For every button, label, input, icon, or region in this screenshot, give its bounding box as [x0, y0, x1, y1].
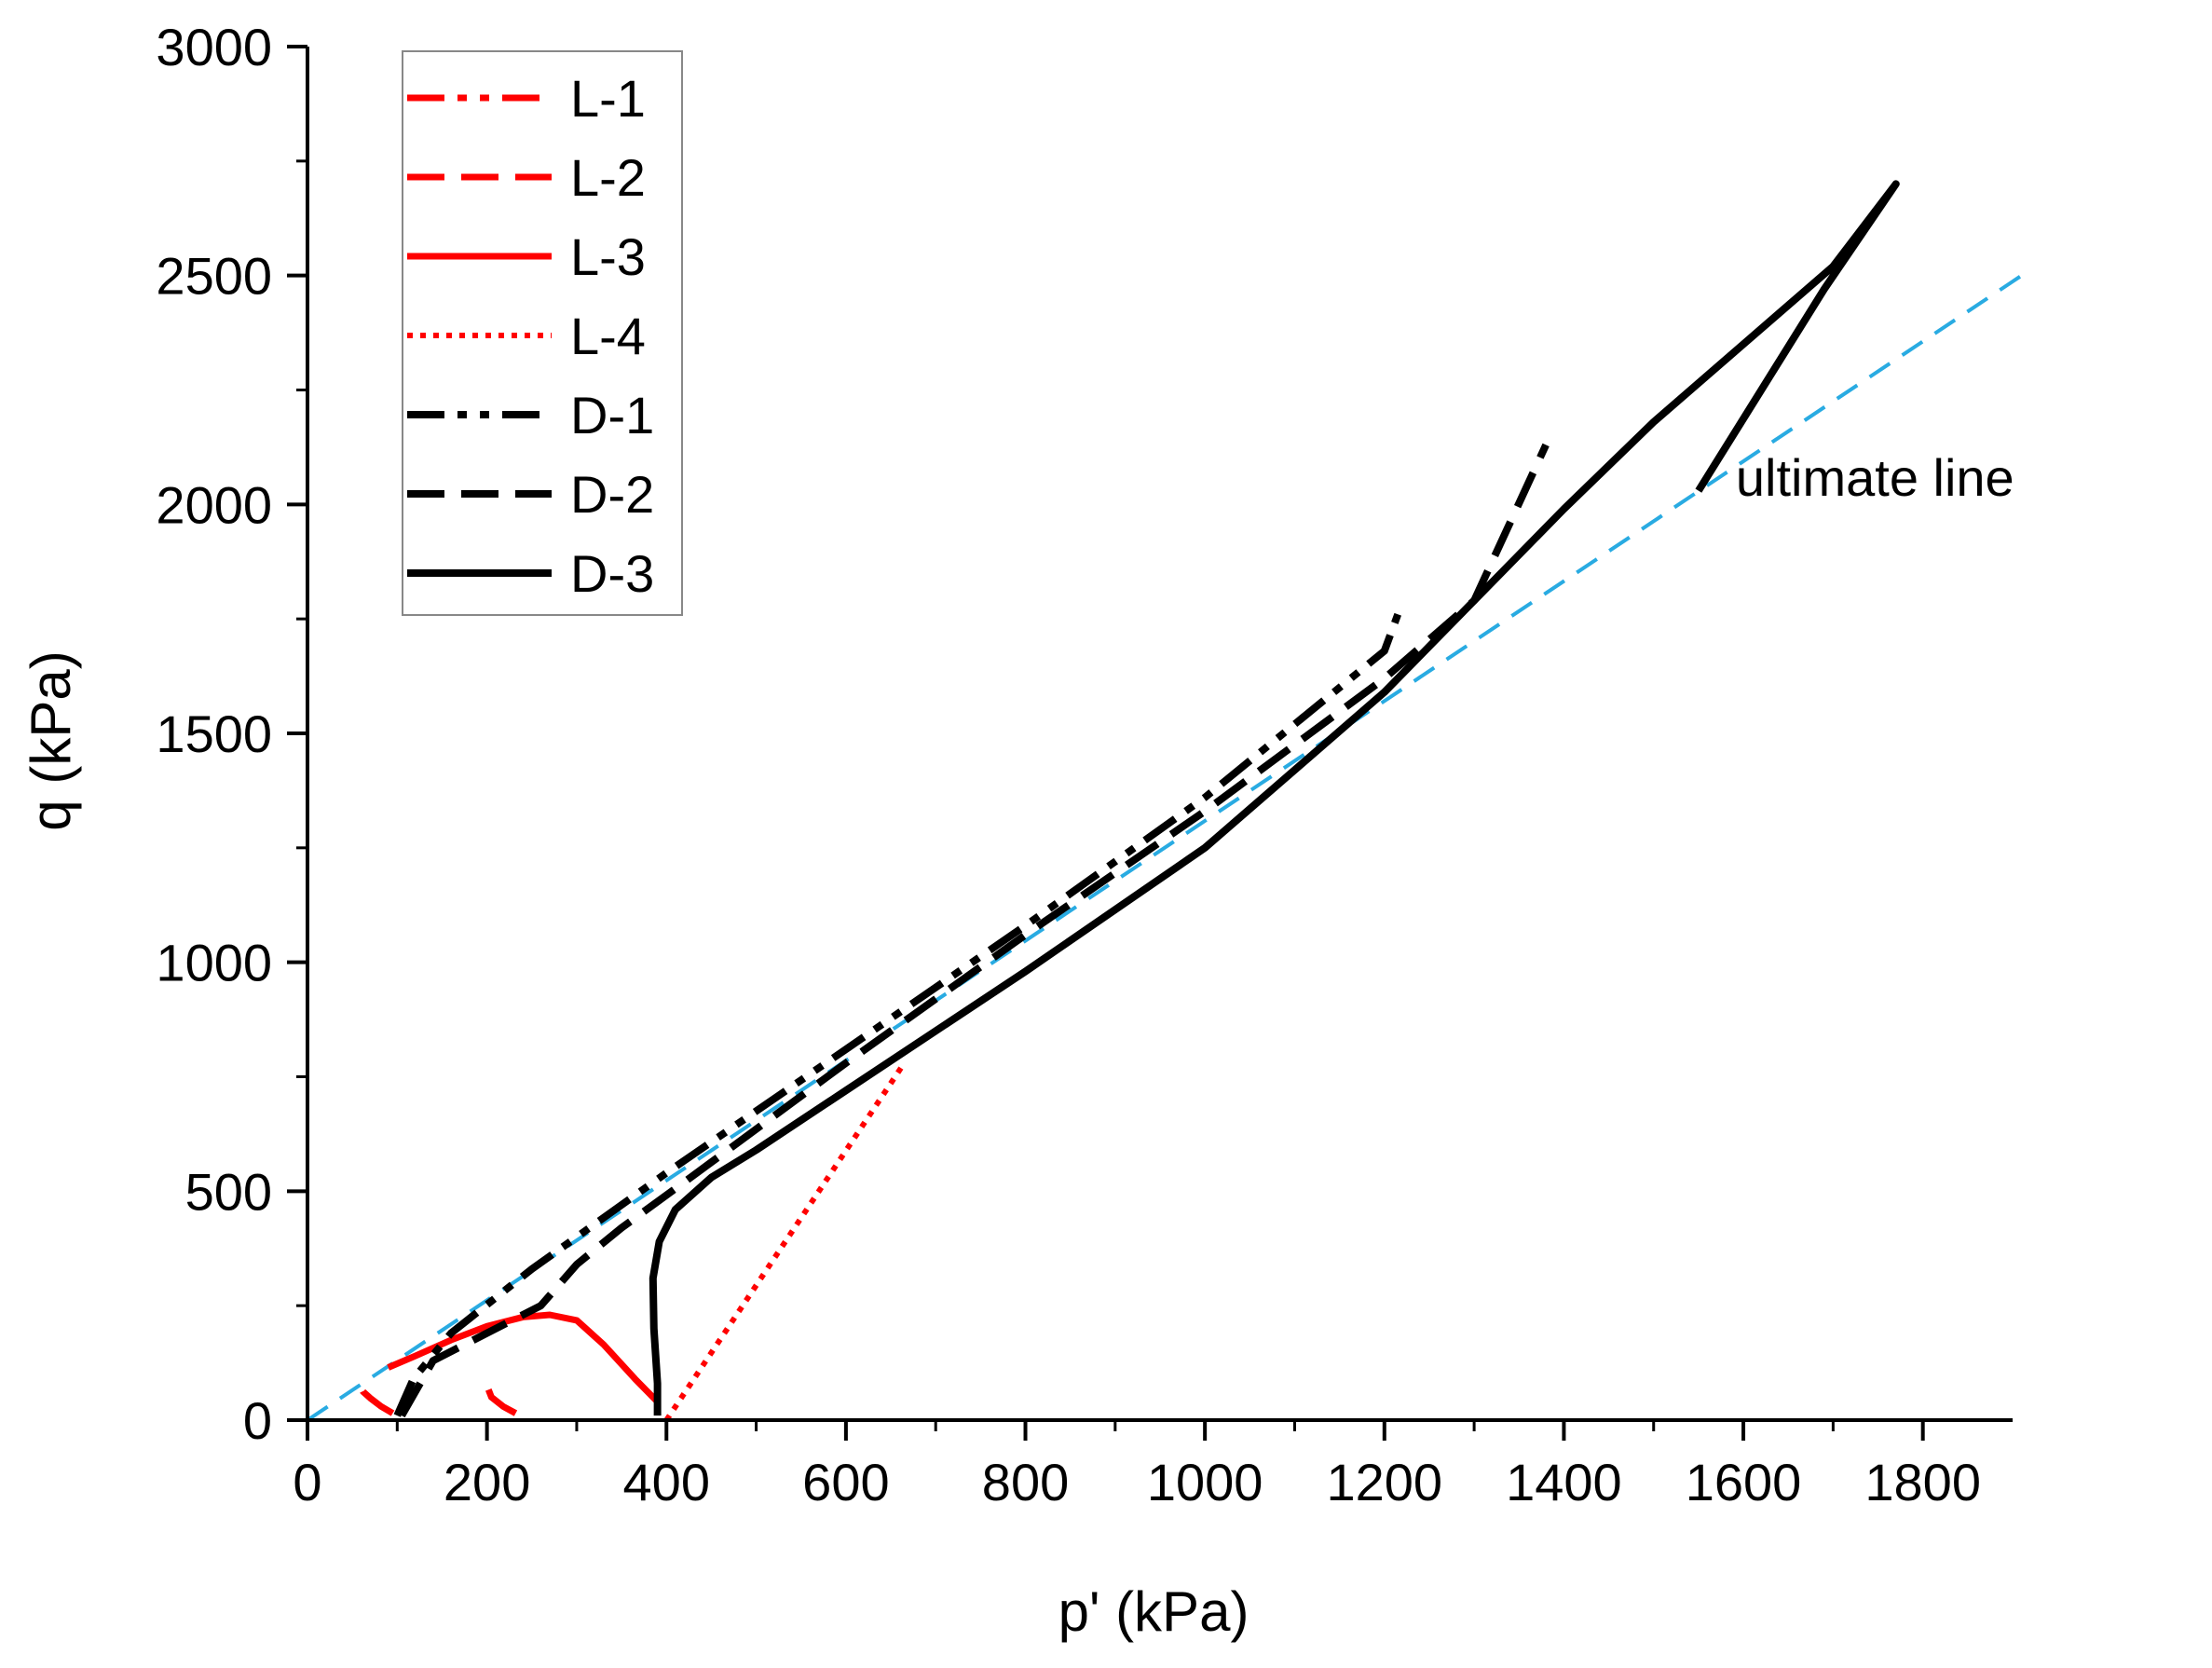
y-tick-label: 1500: [156, 704, 272, 763]
series-line-d-2: [398, 443, 1550, 1418]
y-tick-label: 0: [243, 1391, 272, 1450]
x-tick-label: 1200: [1327, 1453, 1443, 1511]
plot-area: [306, 180, 2023, 1422]
legend-label-l-2: L-2: [570, 148, 646, 207]
x-tick-label: 200: [444, 1453, 530, 1511]
legend-label-d-2: D-2: [570, 465, 654, 524]
x-axis-title: p' (kPa): [1058, 1580, 1249, 1643]
x-tick-label: 400: [623, 1453, 710, 1511]
y-tick-label: 3000: [156, 18, 272, 76]
y-tick-label: 1000: [156, 934, 272, 992]
legend-label-d-3: D-3: [570, 544, 654, 603]
series-line-l-3: [387, 1311, 661, 1404]
y-tick-label: 500: [185, 1162, 272, 1221]
y-axis-title: q (kPa): [20, 650, 82, 830]
y-tick-label: 2000: [156, 475, 272, 534]
axes: 0 200 400 600 800 1000 1200 1400 1600 1800 0 500 100…: [156, 18, 2013, 1511]
series-line-l-1: [358, 1387, 395, 1416]
series-line-l-4: [663, 1061, 907, 1422]
legend-label-l-3: L-3: [570, 227, 646, 286]
x-tick-label: 800: [982, 1453, 1069, 1511]
series-line-l-2: [484, 1376, 518, 1416]
legend-label-d-1: D-1: [570, 386, 654, 444]
y-tick-label: 2500: [156, 247, 272, 306]
x-tick-label: 1600: [1686, 1453, 1802, 1511]
legend-label-l-4: L-4: [570, 307, 646, 365]
x-tick-label: 1800: [1864, 1453, 1981, 1511]
series-line-d-1: [393, 612, 1401, 1417]
legend: L-1 L-2 L-3 L-4 D-1 D-2 D-3: [402, 50, 683, 616]
x-tick-label: 600: [802, 1453, 889, 1511]
series-line-d-3: [649, 180, 1900, 1416]
x-tick-label: 0: [293, 1453, 321, 1511]
ultimate-line-annotation: ultimate line: [1736, 448, 2014, 507]
x-tick-label: 1400: [1506, 1453, 1622, 1511]
x-tick-label: 1000: [1147, 1453, 1263, 1511]
legend-label-l-1: L-1: [570, 69, 646, 128]
ultimate-line: [306, 274, 2023, 1422]
